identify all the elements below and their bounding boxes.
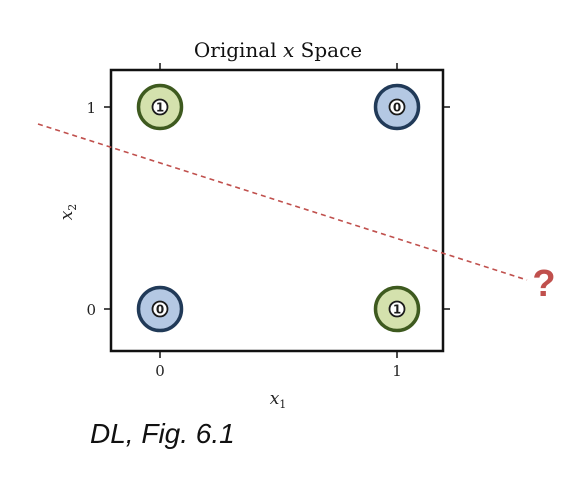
point-badge	[388, 300, 406, 318]
title-suffix: Space	[294, 38, 362, 62]
point-label: 0	[393, 101, 401, 115]
x-tick-label-0: 0	[155, 362, 165, 380]
separator-line	[37, 123, 528, 281]
question-mark: ?	[532, 263, 555, 305]
plot-title: Original x Space	[194, 38, 362, 62]
y-tick-label-1: 1	[86, 99, 96, 117]
point-top-left: 1	[136, 83, 184, 131]
y-axis-label: x2	[57, 204, 79, 221]
point-label: 1	[156, 101, 164, 115]
y-tick-label-0: 0	[86, 301, 96, 319]
point-label: 0	[156, 303, 164, 317]
point-top-right: 0	[373, 83, 421, 131]
x-axis-label: x1	[270, 389, 287, 411]
point-bottom-right: 1	[373, 285, 421, 333]
y-axis-label-var: x	[57, 210, 77, 220]
title-prefix: Original	[194, 38, 283, 62]
point-label: 1	[393, 303, 401, 317]
point-badge	[151, 300, 169, 318]
title-variable: x	[283, 38, 294, 62]
point-badge	[388, 98, 406, 116]
x-axis-label-var: x	[270, 389, 280, 409]
x-axis-label-sub: 1	[279, 398, 286, 411]
figure-caption: DL, Fig. 6.1	[90, 418, 235, 449]
point-badge	[151, 98, 169, 116]
y-axis-label-sub: 2	[66, 204, 79, 211]
point-bottom-left: 0	[136, 285, 184, 333]
x-tick-label-1: 1	[392, 362, 402, 380]
plot-frame	[109, 68, 445, 353]
